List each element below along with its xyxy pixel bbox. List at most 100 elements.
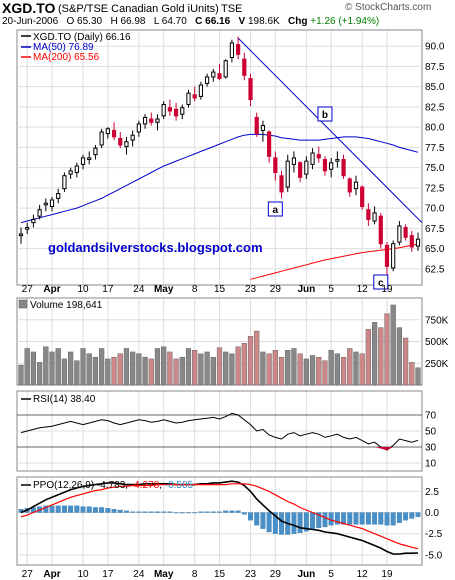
ppo-histogram-bar bbox=[61, 505, 67, 513]
volume-bar bbox=[247, 336, 254, 386]
ppo-histogram-bar bbox=[198, 511, 204, 513]
x-tick-label: 8 bbox=[192, 284, 198, 295]
candle-body bbox=[68, 170, 73, 175]
candle-body bbox=[25, 227, 30, 230]
x-tick-label: 23 bbox=[245, 284, 257, 295]
quote-change-label: Chg bbox=[288, 16, 308, 27]
volume-bar bbox=[384, 313, 390, 386]
volume-bar bbox=[371, 322, 378, 386]
volume-bar bbox=[92, 356, 99, 386]
ppo-histogram-bar bbox=[68, 505, 74, 513]
x-tick-label: 19 bbox=[381, 284, 393, 295]
volume-bar bbox=[179, 356, 185, 386]
volume-bar bbox=[291, 348, 297, 386]
volume-bar bbox=[278, 356, 285, 386]
ppo-histogram-bar bbox=[111, 509, 117, 513]
candle-body bbox=[87, 157, 92, 161]
x-tick-label: Jun bbox=[297, 284, 315, 295]
volume-bar bbox=[272, 350, 278, 386]
candle-body bbox=[310, 152, 315, 165]
x-tick-label: 12 bbox=[357, 569, 369, 580]
volume-bar bbox=[297, 353, 303, 386]
ppo-legend-part: -4.278 bbox=[131, 480, 160, 491]
candle-body bbox=[142, 116, 148, 125]
ppo-histogram-bar bbox=[322, 512, 328, 528]
ppo-histogram-bar bbox=[80, 506, 86, 513]
annotation-label-c: c bbox=[378, 278, 384, 289]
candle-body bbox=[316, 154, 321, 159]
x-tick-label: 5 bbox=[328, 284, 334, 295]
volume-bar bbox=[105, 358, 111, 386]
candle-body bbox=[384, 244, 390, 267]
price-tick-label: 67.5 bbox=[425, 224, 445, 235]
ppo-histogram-bar bbox=[235, 510, 241, 513]
candle-body bbox=[347, 178, 352, 193]
candle-body bbox=[403, 227, 408, 238]
quote-change: +1.26 (+1.94%) bbox=[310, 16, 380, 27]
ppo-histogram-bar bbox=[303, 512, 309, 532]
volume-bar bbox=[223, 351, 229, 386]
x-tick-label: 8 bbox=[192, 569, 198, 580]
quote-open: O 65.30 bbox=[66, 16, 103, 27]
candle-body bbox=[304, 160, 309, 175]
candle-body bbox=[322, 159, 328, 172]
candle-body bbox=[341, 159, 346, 177]
candle-body bbox=[155, 118, 160, 123]
ppo-histogram-bar bbox=[130, 511, 136, 513]
volume-bar bbox=[229, 353, 235, 386]
ma50-legend-label: MA(50) 76.89 bbox=[33, 42, 94, 53]
candle-body bbox=[415, 238, 421, 247]
ppo-histogram-bar bbox=[117, 509, 123, 513]
candle-body bbox=[397, 225, 402, 243]
candle-body bbox=[93, 147, 98, 156]
candle-body bbox=[186, 92, 191, 105]
ppo-histogram-bar bbox=[86, 506, 92, 513]
rsi-line bbox=[20, 412, 419, 451]
x-tick-label: Apr bbox=[43, 284, 60, 295]
ppo-histogram-bar bbox=[186, 512, 191, 514]
panel-frame-ppo bbox=[16, 476, 423, 566]
ppo-tick-label: 2.5 bbox=[425, 487, 439, 498]
volume-bar bbox=[123, 348, 130, 386]
volume-bar bbox=[80, 348, 86, 386]
ppo-histogram-bar bbox=[192, 512, 198, 514]
candle-body bbox=[391, 243, 396, 269]
volume-bar bbox=[198, 353, 204, 386]
price-tick-label: 70.0 bbox=[425, 204, 445, 215]
ppo-tick-label: -5.0 bbox=[425, 550, 443, 561]
quote-high: H 66.98 bbox=[110, 16, 146, 27]
volume-tick-label: 750K bbox=[425, 315, 449, 326]
price-tick-label: 72.5 bbox=[425, 183, 445, 194]
annotation-label-b: b bbox=[322, 110, 328, 121]
x-tick-label: 5 bbox=[328, 569, 334, 580]
volume-bar bbox=[55, 348, 61, 386]
x-tick-label: 17 bbox=[102, 569, 114, 580]
ppo-histogram-bar bbox=[353, 512, 359, 525]
ppo-histogram-bar bbox=[92, 507, 98, 513]
volume-bar bbox=[365, 329, 371, 386]
volume-bar bbox=[154, 348, 161, 386]
volume-bar bbox=[30, 351, 37, 386]
annotation-box-c bbox=[373, 274, 389, 290]
ppo-histogram-bar bbox=[415, 512, 421, 517]
ppo-histogram-bar bbox=[384, 512, 390, 526]
x-tick-label: May bbox=[154, 284, 174, 295]
volume-bar bbox=[204, 351, 210, 386]
ppo-histogram-bar bbox=[341, 512, 347, 525]
rsi-tick-label: 10 bbox=[425, 459, 437, 470]
ppo-legend-part: , bbox=[159, 480, 165, 491]
candle-body bbox=[43, 202, 48, 206]
candle-body bbox=[366, 209, 371, 220]
ppo-legend-part: -4.783 bbox=[97, 480, 126, 491]
candle-body bbox=[353, 181, 359, 190]
ppo-histogram-bar bbox=[49, 505, 55, 513]
volume-bar bbox=[415, 367, 421, 386]
volume-tick-label: 250K bbox=[425, 359, 449, 370]
candle-body bbox=[149, 118, 154, 123]
candle-body bbox=[105, 128, 110, 135]
ppo-histogram-bar bbox=[124, 510, 129, 513]
quote-volume: 198.6K bbox=[247, 16, 280, 27]
candle-body bbox=[192, 94, 197, 99]
candle-body bbox=[242, 58, 247, 76]
ppo-histogram-bar bbox=[403, 512, 409, 521]
